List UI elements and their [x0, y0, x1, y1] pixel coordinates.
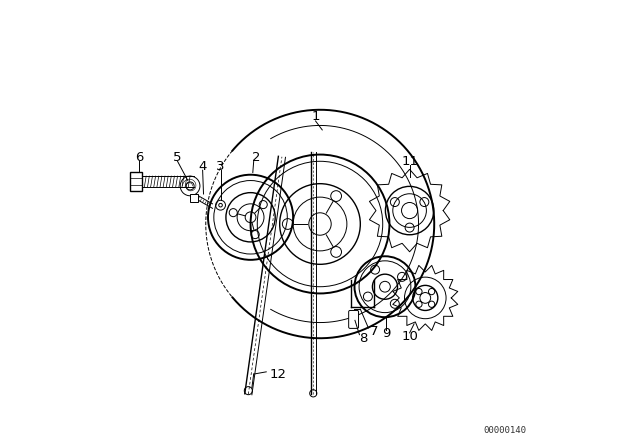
Text: 10: 10 [401, 330, 418, 344]
FancyBboxPatch shape [189, 194, 198, 202]
FancyBboxPatch shape [349, 310, 358, 328]
FancyBboxPatch shape [130, 172, 142, 191]
Text: 5: 5 [173, 151, 182, 164]
Text: 6: 6 [135, 151, 143, 164]
Text: 4: 4 [198, 160, 207, 173]
Text: 8: 8 [359, 332, 367, 345]
Text: 12: 12 [270, 367, 287, 381]
Text: 1: 1 [311, 110, 320, 123]
Text: 2: 2 [252, 151, 260, 164]
Text: 7: 7 [369, 325, 378, 338]
Text: 9: 9 [381, 327, 390, 340]
Text: 3: 3 [216, 160, 225, 173]
Text: 11: 11 [401, 155, 418, 168]
Text: 00000140: 00000140 [483, 426, 526, 435]
